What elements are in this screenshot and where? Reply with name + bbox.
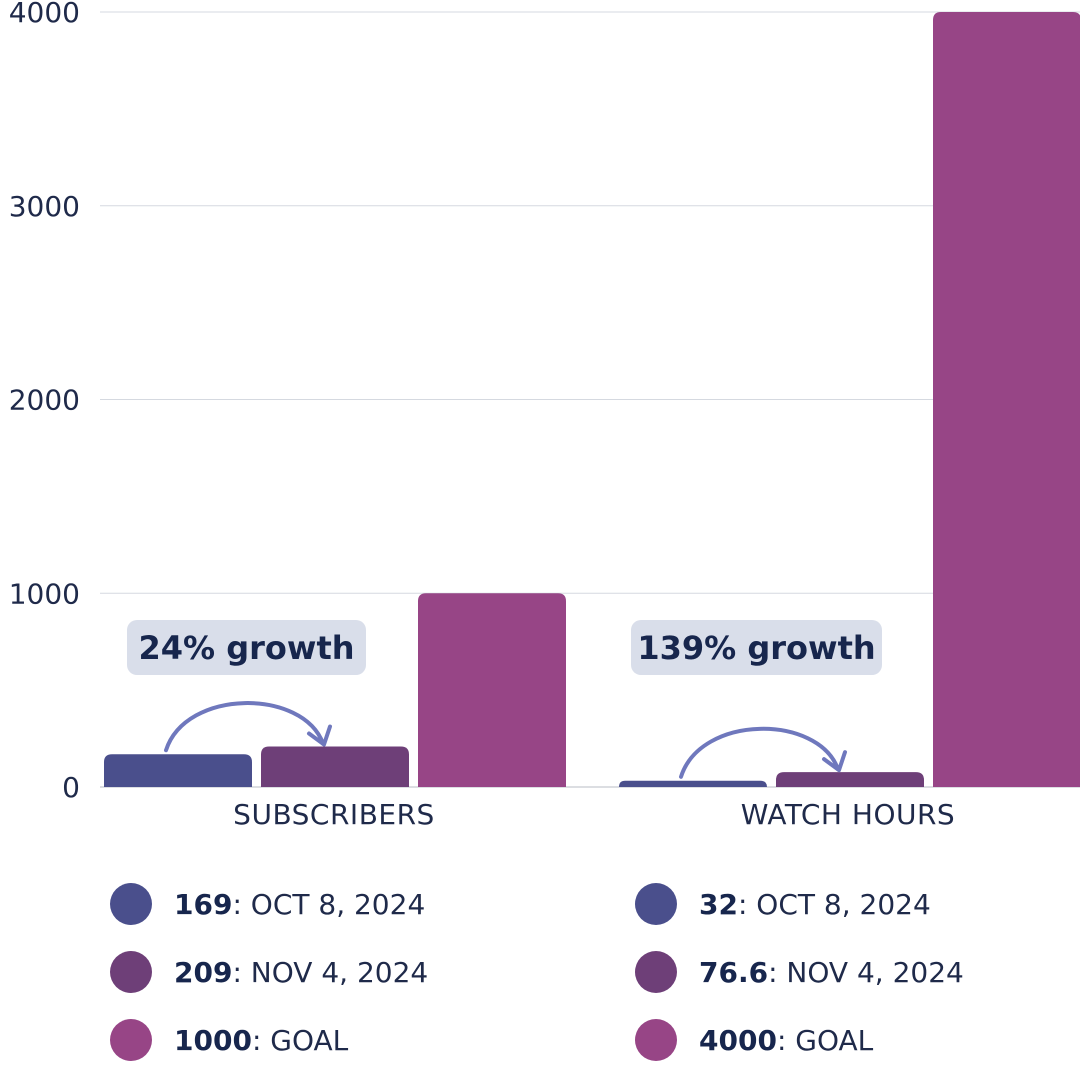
- legend-subscribers: 169: OCT 8, 2024 209: NOV 4, 2024 1000: GO…: [110, 870, 428, 1074]
- legend-value: 1000: [174, 1023, 252, 1057]
- bar-subscribers-nov: [261, 746, 409, 787]
- y-tick-label: 0: [62, 771, 80, 804]
- arrow-head: [822, 750, 847, 773]
- legend-value: 76.6: [699, 955, 769, 989]
- legend-label: : GOAL: [251, 1023, 349, 1057]
- legend-item: 76.6: NOV 4, 2024: [635, 938, 964, 1006]
- category-label: WATCH HOURS: [741, 798, 955, 831]
- growth-annotations: 24% growth 139% growth: [127, 620, 882, 779]
- growth-label: 24% growth: [138, 629, 354, 667]
- bar-subscribers-goal: [418, 593, 566, 787]
- legend-swatch: [110, 951, 152, 993]
- legend-item: 209: NOV 4, 2024: [110, 938, 428, 1006]
- legend-swatch: [635, 1019, 677, 1061]
- legend-value: 209: [174, 955, 233, 989]
- legend-watch-hours: 32: OCT 8, 2024 76.6: NOV 4, 2024 4000: GO…: [635, 870, 964, 1074]
- legend-item: 169: OCT 8, 2024: [110, 870, 428, 938]
- growth-arrow: [679, 726, 840, 779]
- legend-value: 32: [699, 887, 738, 921]
- legend-text: 32: OCT 8, 2024: [699, 888, 931, 921]
- arrow-head: [307, 724, 332, 747]
- y-axis: 0 1000 2000 3000 4000: [9, 0, 80, 804]
- legend-item: 1000: GOAL: [110, 1006, 428, 1074]
- legend-text: 76.6: NOV 4, 2024: [699, 956, 964, 989]
- growth-label: 139% growth: [637, 629, 875, 667]
- legend-label: : OCT 8, 2024: [737, 887, 931, 921]
- legend-label: : OCT 8, 2024: [232, 887, 426, 921]
- legend-text: 1000: GOAL: [174, 1024, 348, 1057]
- legend-item: 4000: GOAL: [635, 1006, 964, 1074]
- legend-label: : GOAL: [776, 1023, 874, 1057]
- legend-text: 4000: GOAL: [699, 1024, 873, 1057]
- legend: 169: OCT 8, 2024 209: NOV 4, 2024 1000: GO…: [0, 870, 1080, 1070]
- legend-item: 32: OCT 8, 2024: [635, 870, 964, 938]
- x-axis: SUBSCRIBERS WATCH HOURS: [233, 798, 955, 831]
- legend-swatch: [635, 951, 677, 993]
- bar-watch-hours-nov: [776, 772, 924, 787]
- legend-swatch: [110, 883, 152, 925]
- legend-label: : NOV 4, 2024: [768, 955, 964, 989]
- legend-text: 209: NOV 4, 2024: [174, 956, 428, 989]
- category-label: SUBSCRIBERS: [233, 798, 435, 831]
- bar-subscribers-oct: [104, 754, 252, 787]
- y-tick-label: 1000: [9, 577, 80, 610]
- y-tick-label: 3000: [9, 190, 80, 223]
- y-tick-label: 4000: [9, 0, 80, 29]
- growth-arrow: [164, 701, 325, 753]
- legend-value: 4000: [699, 1023, 777, 1057]
- bars: [104, 12, 1080, 787]
- bar-watch-hours-goal: [933, 12, 1080, 787]
- legend-label: : NOV 4, 2024: [232, 955, 429, 989]
- legend-value: 169: [174, 887, 233, 921]
- legend-text: 169: OCT 8, 2024: [174, 888, 425, 921]
- legend-swatch: [635, 883, 677, 925]
- growth-callout: [631, 620, 882, 675]
- growth-callout: [127, 620, 366, 675]
- legend-swatch: [110, 1019, 152, 1061]
- y-tick-label: 2000: [9, 384, 80, 417]
- bar-watch-hours-oct: [619, 780, 767, 787]
